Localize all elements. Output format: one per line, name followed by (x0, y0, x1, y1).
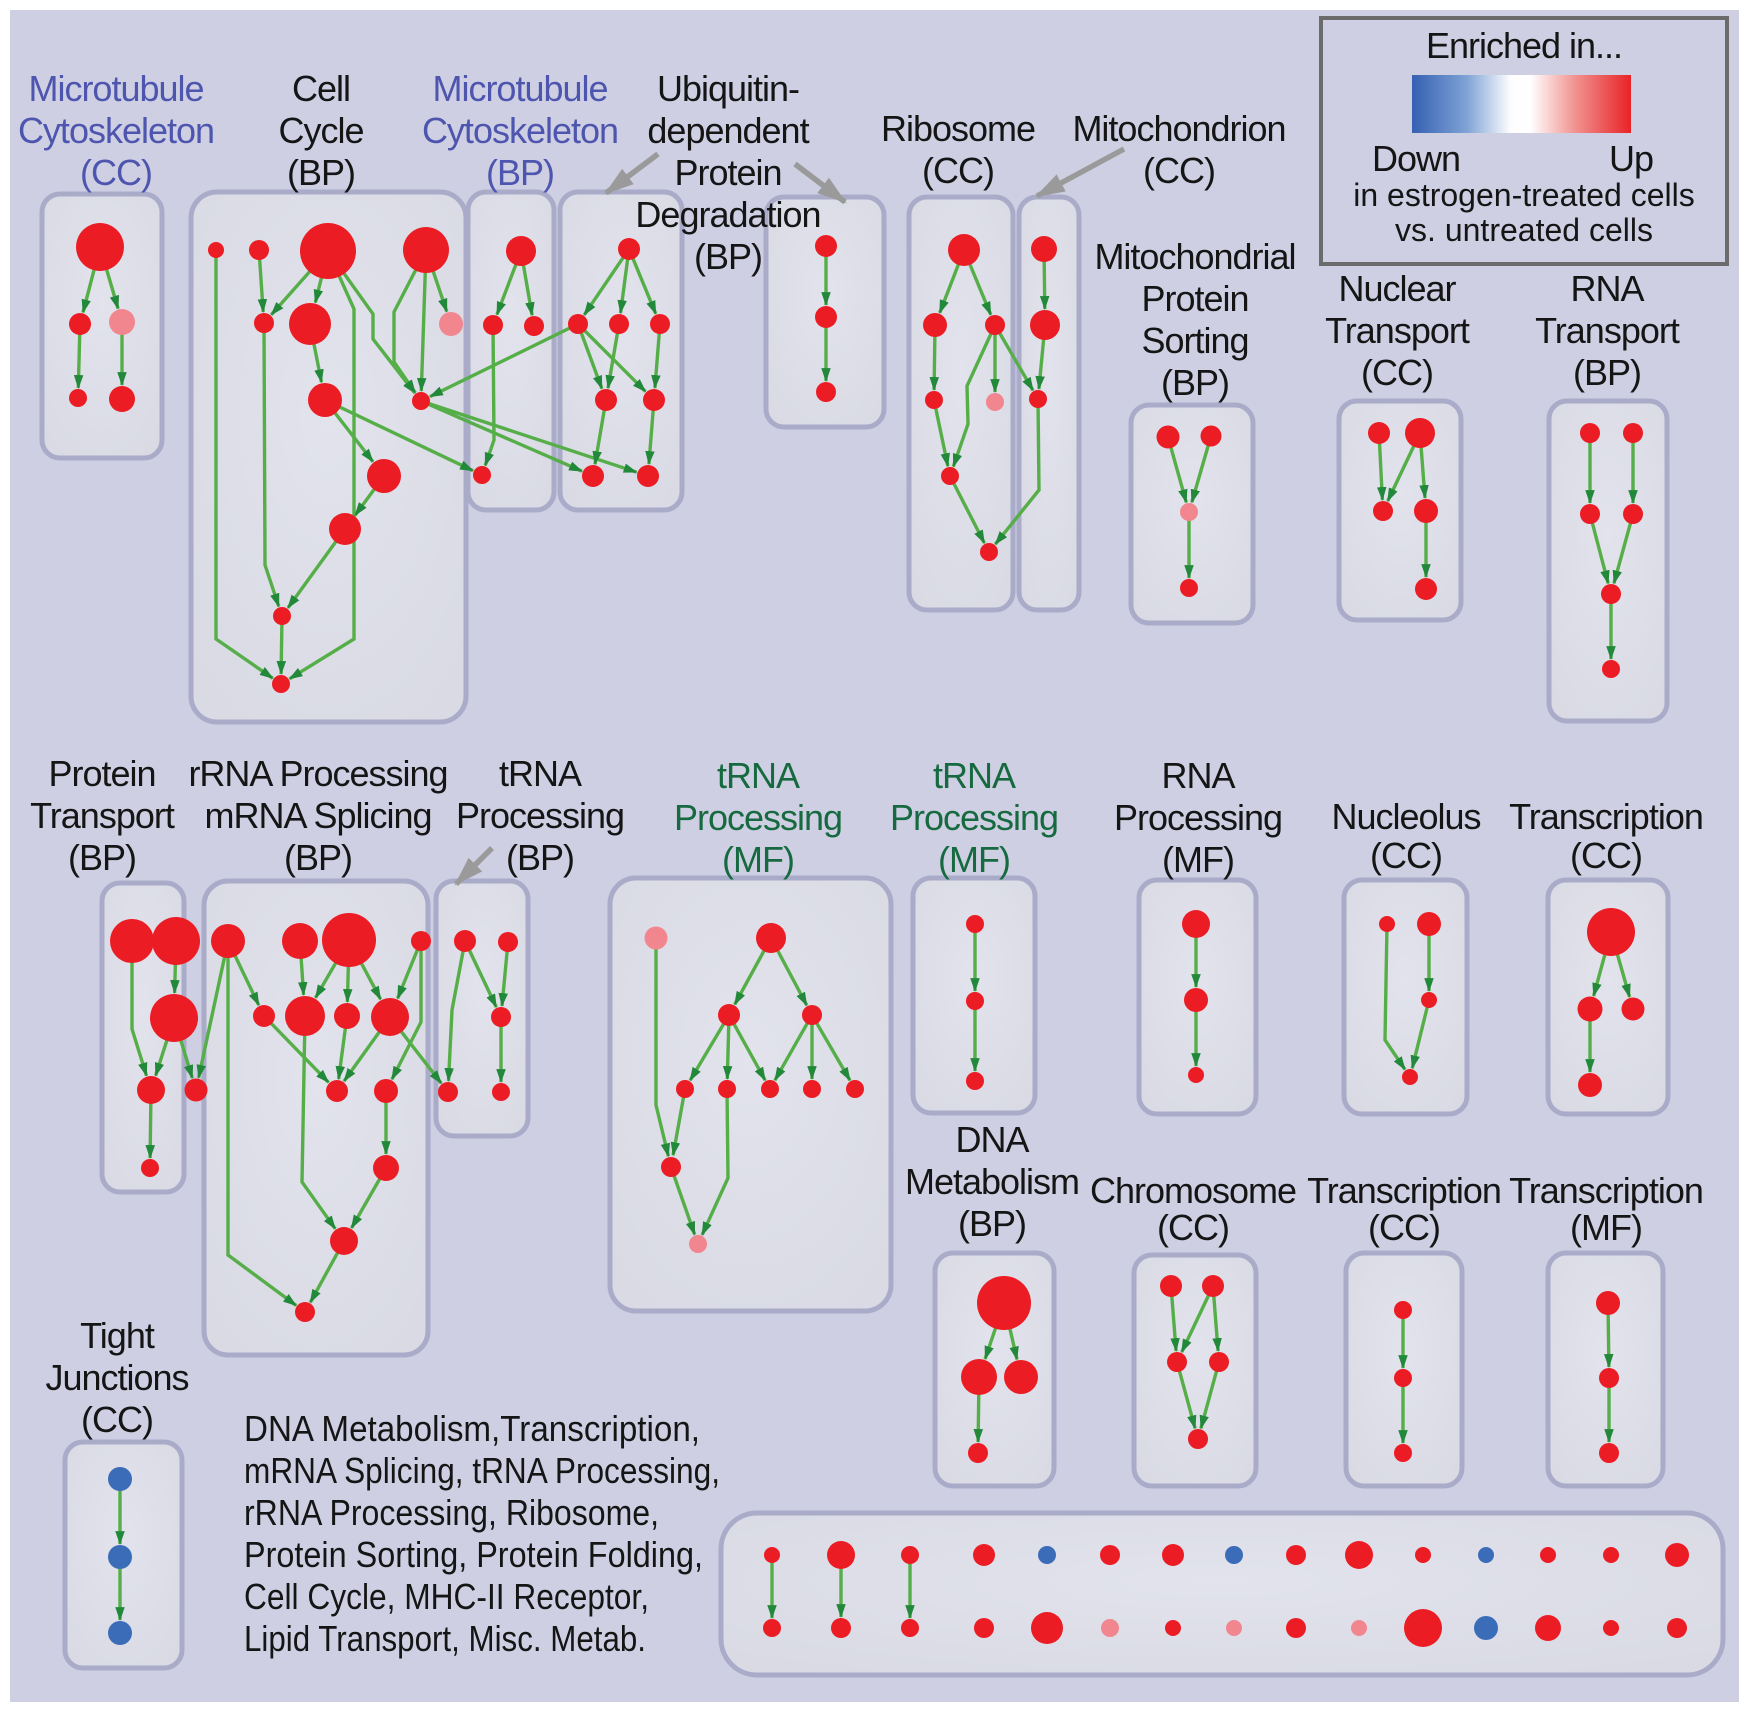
svg-text:Cytoskeleton: Cytoskeleton (422, 110, 618, 151)
svg-text:Sorting: Sorting (1141, 320, 1248, 361)
svg-text:in estrogen-treated cells: in estrogen-treated cells (1353, 177, 1695, 213)
svg-text:Processing: Processing (456, 795, 624, 836)
svg-text:Mitochondrial: Mitochondrial (1094, 236, 1295, 277)
svg-text:RNA: RNA (1570, 268, 1644, 309)
svg-text:Metabolism: Metabolism (905, 1161, 1079, 1202)
svg-text:Cell: Cell (292, 68, 350, 109)
svg-text:(MF): (MF) (1570, 1207, 1642, 1248)
svg-text:Cycle: Cycle (278, 110, 363, 151)
svg-text:Processing: Processing (890, 797, 1058, 838)
svg-text:Junctions: Junctions (45, 1357, 188, 1398)
svg-text:(CC): (CC) (1361, 352, 1433, 393)
svg-text:Cell Cycle, MHC-II Receptor,: Cell Cycle, MHC-II Receptor, (244, 1576, 649, 1617)
svg-text:(BP): (BP) (486, 152, 554, 193)
svg-text:tRNA: tRNA (499, 753, 582, 794)
svg-text:Tight: Tight (80, 1315, 155, 1356)
svg-text:Protein: Protein (1141, 278, 1248, 319)
svg-text:rRNA Processing: rRNA Processing (188, 753, 447, 794)
svg-text:Mitochondrion: Mitochondrion (1072, 108, 1285, 149)
svg-text:Nuclear: Nuclear (1338, 268, 1456, 309)
svg-text:Lipid Transport, Misc. Metab.: Lipid Transport, Misc. Metab. (244, 1618, 646, 1659)
svg-text:(CC): (CC) (1143, 150, 1215, 191)
svg-text:(CC): (CC) (1370, 835, 1442, 876)
svg-text:(BP): (BP) (1573, 352, 1641, 393)
svg-text:dependent: dependent (647, 110, 809, 151)
svg-text:Protein: Protein (674, 152, 781, 193)
svg-text:mRNA Splicing, tRNA Processing: mRNA Splicing, tRNA Processing, (244, 1450, 720, 1491)
svg-text:(CC): (CC) (1368, 1207, 1440, 1248)
svg-text:rRNA Processing, Ribosome,: rRNA Processing, Ribosome, (244, 1492, 659, 1533)
svg-text:(BP): (BP) (287, 152, 355, 193)
svg-text:Nucleolus: Nucleolus (1331, 796, 1480, 837)
svg-text:Transport: Transport (30, 795, 175, 836)
svg-text:(CC): (CC) (922, 150, 994, 191)
svg-text:Transcription: Transcription (1307, 1170, 1501, 1211)
svg-text:Up: Up (1609, 138, 1653, 179)
svg-text:Protein Sorting, Protein Foldi: Protein Sorting, Protein Folding, (244, 1534, 703, 1575)
svg-text:(BP): (BP) (68, 837, 136, 878)
svg-text:(BP): (BP) (506, 837, 574, 878)
svg-text:vs. untreated cells: vs. untreated cells (1395, 212, 1653, 248)
svg-text:Enriched in...: Enriched in... (1426, 25, 1622, 66)
svg-text:(BP): (BP) (284, 837, 352, 878)
svg-text:Microtubule: Microtubule (28, 68, 203, 109)
svg-text:mRNA Splicing: mRNA Splicing (204, 795, 431, 836)
svg-text:DNA: DNA (955, 1119, 1029, 1160)
svg-text:RNA: RNA (1161, 755, 1235, 796)
svg-text:Transcription: Transcription (1509, 1170, 1703, 1211)
svg-text:Transport: Transport (1535, 310, 1680, 351)
svg-text:tRNA: tRNA (933, 755, 1016, 796)
svg-text:(MF): (MF) (938, 839, 1010, 880)
svg-text:Transport: Transport (1325, 310, 1470, 351)
svg-text:(BP): (BP) (958, 1203, 1026, 1244)
svg-text:Ubiquitin-: Ubiquitin- (657, 68, 799, 109)
svg-text:(CC): (CC) (1157, 1207, 1229, 1248)
svg-text:Degradation: Degradation (635, 194, 820, 235)
svg-text:(BP): (BP) (1161, 362, 1229, 403)
svg-text:(CC): (CC) (81, 1399, 153, 1440)
svg-text:Microtubule: Microtubule (432, 68, 607, 109)
svg-text:Ribosome: Ribosome (881, 108, 1035, 149)
svg-text:(MF): (MF) (722, 839, 794, 880)
svg-text:Chromosome: Chromosome (1090, 1170, 1296, 1211)
svg-text:Transcription: Transcription (1509, 796, 1703, 837)
svg-text:DNA Metabolism,Transcription,: DNA Metabolism,Transcription, (244, 1408, 700, 1449)
svg-text:Cytoskeleton: Cytoskeleton (18, 110, 214, 151)
svg-text:(CC): (CC) (80, 152, 152, 193)
svg-text:(BP): (BP) (694, 236, 762, 277)
svg-text:tRNA: tRNA (717, 755, 800, 796)
svg-text:Processing: Processing (1114, 797, 1282, 838)
svg-text:Down: Down (1372, 138, 1460, 179)
svg-text:(CC): (CC) (1570, 835, 1642, 876)
svg-text:Protein: Protein (48, 753, 155, 794)
svg-text:Processing: Processing (674, 797, 842, 838)
svg-text:(MF): (MF) (1162, 839, 1234, 880)
